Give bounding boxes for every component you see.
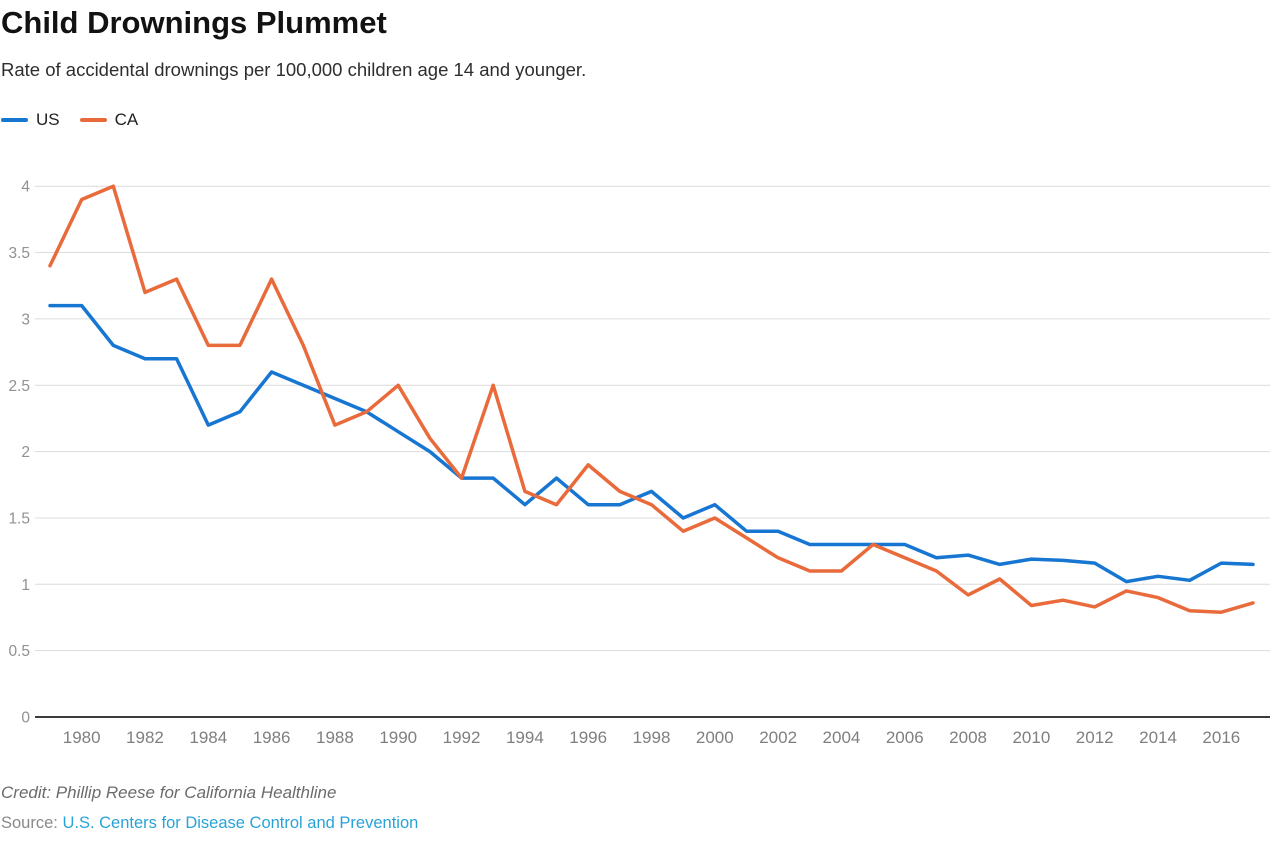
legend-item-ca: CA (79, 110, 139, 130)
x-tick-label: 1994 (506, 728, 544, 747)
us-line-swatch (1, 118, 28, 122)
chart-legend: US CA (1, 110, 158, 130)
x-tick-label: 2002 (759, 728, 797, 747)
y-tick-label: 0.5 (8, 643, 30, 660)
x-tick-label: 1992 (443, 728, 481, 747)
x-tick-label: 2012 (1076, 728, 1114, 747)
us-line (48, 303, 1255, 584)
x-tick-label: 2000 (696, 728, 734, 747)
x-tick-label: 2014 (1139, 728, 1177, 747)
x-tick-label: 1996 (569, 728, 607, 747)
chart-title: Child Drownings Plummet (1, 5, 387, 40)
chart-subtitle: Rate of accidental drownings per 100,000… (1, 59, 587, 80)
source-label: Source: (1, 814, 58, 832)
y-tick-label: 1 (21, 577, 30, 594)
x-tick-label: 1988 (316, 728, 354, 747)
x-tick-label: 1984 (189, 728, 227, 747)
y-tick-label: 2.5 (8, 378, 30, 395)
x-tick-label: 2008 (949, 728, 987, 747)
line-chart-svg: 0 0.5 1 1.5 2 2.5 3 3.5 4 1980 1982 1984 1986 1988 199… (8, 179, 1270, 747)
x-tick-label: 1998 (633, 728, 671, 747)
us-legend-label: US (36, 110, 60, 129)
ca-line-swatch (79, 118, 107, 122)
y-tick-label: 0 (21, 710, 30, 727)
y-tick-label: 2 (21, 444, 30, 461)
legend-item-us: US (1, 110, 60, 130)
y-tick-label: 4 (21, 179, 30, 196)
x-tick-label: 1986 (253, 728, 291, 747)
ca-line (48, 184, 1255, 614)
x-tick-label: 2006 (886, 728, 924, 747)
x-tick-label: 1990 (379, 728, 417, 747)
ca-legend-label: CA (114, 110, 139, 129)
y-tick-label: 1.5 (8, 510, 30, 527)
y-tick-label: 3 (21, 311, 30, 328)
x-tick-label: 2016 (1202, 728, 1240, 747)
x-tick-label: 2010 (1012, 728, 1050, 747)
y-tick-label: 3.5 (8, 245, 30, 262)
line-chart: 0 0.5 1 1.5 2 2.5 3 3.5 4 1980 1982 1984 1986 1988 199… (0, 170, 1270, 762)
credit-text: Credit: Phillip Reese for California Hea… (1, 783, 337, 802)
x-tick-label: 1980 (63, 728, 101, 747)
source-link[interactable]: U.S. Centers for Disease Control and Pre… (62, 814, 419, 832)
x-tick-label: 2004 (823, 728, 861, 747)
x-tick-label: 1982 (126, 728, 164, 747)
source-line: Source: U.S. Centers for Disease Control… (1, 814, 418, 833)
